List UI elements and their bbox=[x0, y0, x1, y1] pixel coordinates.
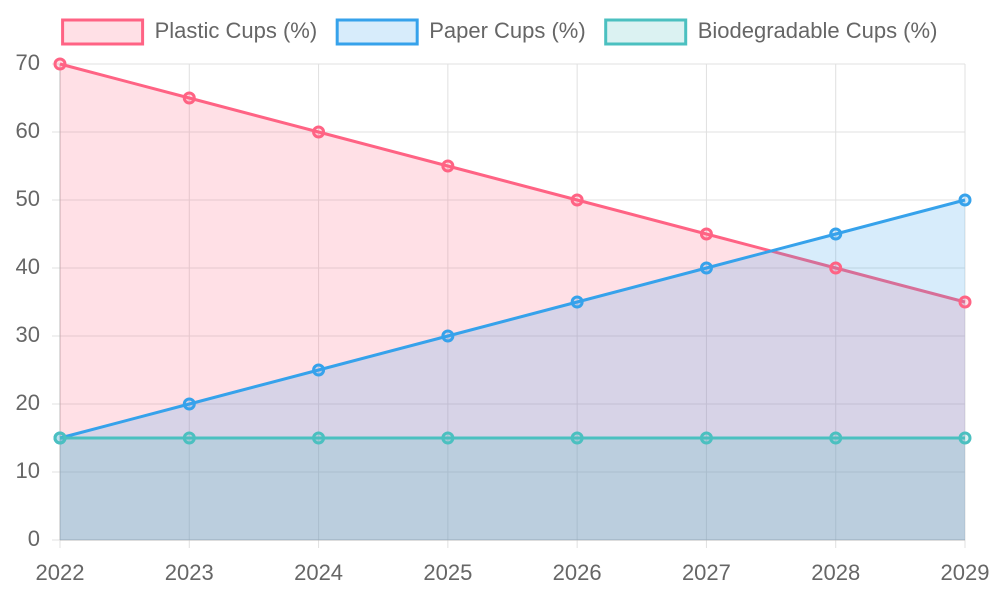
point bbox=[958, 431, 972, 445]
point bbox=[699, 227, 713, 241]
point bbox=[829, 227, 843, 241]
x-tick-label: 2027 bbox=[682, 560, 731, 585]
point bbox=[570, 193, 584, 207]
point bbox=[699, 431, 713, 445]
point bbox=[182, 91, 196, 105]
point bbox=[958, 193, 972, 207]
y-tick-label: 10 bbox=[16, 458, 40, 483]
y-tick-label: 60 bbox=[16, 118, 40, 143]
area bbox=[60, 438, 965, 540]
point bbox=[312, 125, 326, 139]
legend: Plastic Cups (%) Paper Cups (%) Biodegrada… bbox=[61, 18, 938, 46]
legend-label: Biodegradable Cups (%) bbox=[698, 18, 938, 43]
x-tick-label: 2026 bbox=[553, 560, 602, 585]
legend-label: Plastic Cups (%) bbox=[155, 18, 318, 43]
y-tick-label: 50 bbox=[16, 186, 40, 211]
x-tick-label: 2028 bbox=[811, 560, 860, 585]
x-tick-label: 2029 bbox=[941, 560, 990, 585]
point bbox=[312, 431, 326, 445]
area bbox=[60, 200, 965, 540]
point bbox=[53, 57, 67, 71]
legend-swatch bbox=[61, 18, 145, 46]
area bbox=[60, 64, 965, 540]
line bbox=[59, 198, 966, 440]
point bbox=[958, 295, 972, 309]
x-tick-label: 2025 bbox=[423, 560, 472, 585]
point bbox=[53, 431, 67, 445]
point bbox=[570, 295, 584, 309]
y-tick-label: 70 bbox=[16, 50, 40, 75]
point bbox=[441, 159, 455, 173]
legend-swatch bbox=[335, 18, 419, 46]
y-tick-label: 40 bbox=[16, 254, 40, 279]
x-tick-label: 2022 bbox=[36, 560, 85, 585]
point bbox=[829, 431, 843, 445]
line bbox=[59, 62, 966, 304]
point bbox=[570, 431, 584, 445]
point bbox=[699, 261, 713, 275]
point bbox=[441, 329, 455, 343]
y-tick-label: 30 bbox=[16, 322, 40, 347]
point bbox=[182, 431, 196, 445]
legend-label: Paper Cups (%) bbox=[429, 18, 586, 43]
point bbox=[829, 261, 843, 275]
point bbox=[182, 397, 196, 411]
y-tick-label: 20 bbox=[16, 390, 40, 415]
point bbox=[441, 431, 455, 445]
point bbox=[312, 363, 326, 377]
y-tick-label: 0 bbox=[28, 526, 40, 551]
legend-swatch bbox=[604, 18, 688, 46]
x-tick-label: 2023 bbox=[165, 560, 214, 585]
x-tick-label: 2024 bbox=[294, 560, 343, 585]
